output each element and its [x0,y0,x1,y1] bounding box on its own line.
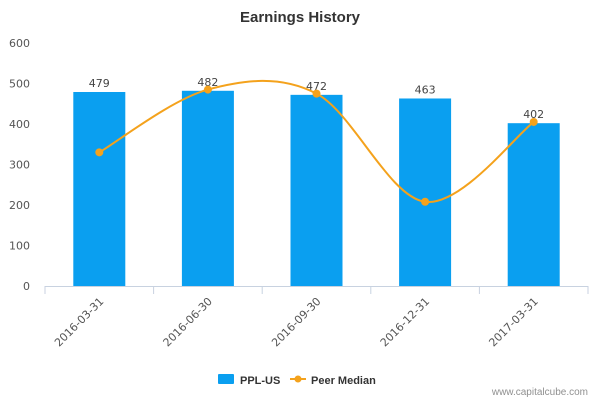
bar [181,90,234,286]
peer-median-point [529,117,538,126]
peer-median-point [203,85,212,94]
line-series-peer-median [95,79,538,206]
legend-swatch-ppl-us [218,374,234,384]
credit-text: www.capitalcube.com [491,387,588,398]
legend-label-ppl-us: PPL-US [240,375,280,387]
peer-median-point [95,148,104,157]
peer-median-point [421,197,430,206]
y-tick-label: 600 [9,37,30,50]
x-axis: 2016-03-31 2016-06-30 2016-09-30 2016-12-31… [44,286,589,349]
x-tick-label: 2016-09-30 [269,295,323,349]
bar-data-label: 479 [89,77,110,90]
bar [73,92,126,286]
bar [507,123,560,286]
y-tick-label: 200 [9,199,30,212]
legend: PPL-US Peer Median [218,374,376,387]
y-tick-label: 300 [9,159,30,172]
y-tick-label: 500 [9,78,30,91]
bar-data-label: 482 [197,76,218,89]
x-tick-label: 2016-12-31 [378,295,432,349]
x-tick-label: 2016-03-31 [52,295,106,349]
bar-data-label: 402 [523,108,544,121]
bar-data-label: 472 [306,80,327,93]
peer-median-line [98,79,535,203]
y-axis: 0 100 200 300 400 500 600 [9,37,30,293]
y-tick-label: 100 [9,240,30,253]
x-tick-label: 2017-03-31 [486,295,540,349]
bar-series-ppl-us: 479 482 472 463 402 [73,76,560,286]
bar-data-label: 463 [415,83,436,96]
chart-title: Earnings History [240,9,361,26]
legend-label-peer-median: Peer Median [311,375,376,387]
y-tick-label: 0 [23,280,30,293]
y-tick-label: 400 [9,118,30,131]
legend-marker-peer-median [294,375,302,383]
x-tick-label: 2016-06-30 [161,295,215,349]
bar [290,94,343,286]
peer-median-point [312,89,321,98]
bar [399,98,452,286]
